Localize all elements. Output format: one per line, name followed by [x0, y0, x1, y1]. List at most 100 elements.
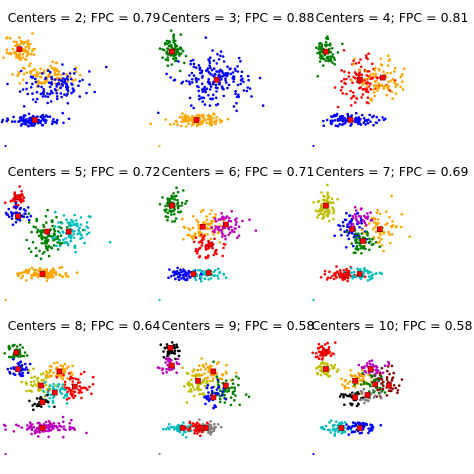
panel-2-cluster-2-point	[195, 80, 198, 84]
panel-2-cluster-2-point	[192, 106, 195, 110]
panel-5-cluster-3-point	[210, 226, 213, 229]
panel-9-cluster-4-point	[357, 372, 360, 375]
panel-7-cluster-5-point	[63, 383, 67, 386]
panel-1-cluster-3-point	[66, 78, 70, 81]
panel-1-cluster-2-point	[18, 36, 21, 39]
panel-5-plot	[158, 186, 258, 302]
panel-6-cluster-3-point	[388, 216, 391, 219]
panel-8-cluster-6-point	[214, 392, 218, 395]
panel-7-cluster-2-point	[18, 372, 21, 375]
panel-3-cluster-3-point	[393, 70, 396, 73]
panel-7-cluster-3-point	[44, 383, 48, 387]
panel-8-cluster-1-point	[175, 343, 178, 347]
panel-3-cluster-1-point	[324, 44, 328, 48]
panel-1-cluster-3-point	[39, 92, 43, 96]
panel-7-cluster-5-point	[90, 392, 93, 396]
panel-7-cluster-4-point	[55, 361, 59, 364]
panel-4-cluster-3-point	[55, 215, 58, 219]
panel-2-cluster-2-point	[189, 59, 193, 63]
panel-6-center-marker-5	[343, 272, 349, 279]
panel-8-cluster-7-point	[162, 427, 165, 431]
panel-1-cluster-1-point	[41, 81, 45, 84]
panel-9-cluster-6-point	[385, 394, 389, 397]
panel-3-cluster-2-point	[369, 82, 372, 86]
panel-3-cluster-4-point	[341, 122, 345, 126]
panel-8-cluster-5-point	[218, 394, 222, 398]
panel-4-cluster-4-point	[64, 237, 67, 240]
panel-6-cluster-3-point	[378, 212, 382, 216]
panel-6-cluster-1-point	[331, 207, 335, 210]
panel-7-cluster-7-point	[33, 402, 36, 406]
panel-6-cluster-4-point	[358, 235, 362, 239]
panel-1-cluster-3-point	[31, 92, 34, 95]
panel-7-cluster-1-point	[25, 354, 29, 357]
panel-6-cluster-6-point	[335, 265, 338, 268]
panel-5-cluster-1-point	[168, 209, 171, 212]
panel-7-cluster-6-point	[58, 390, 62, 394]
panel-6-cluster-5-point	[366, 217, 369, 220]
panel-3-center-marker-2	[356, 77, 363, 83]
panel-8-cluster-1-point	[166, 354, 169, 358]
panel-7-cluster-6-point	[64, 394, 67, 397]
panel-9-cluster-1-point	[321, 347, 325, 350]
panel-5-cluster-4-point	[198, 255, 201, 259]
panel-5-cluster-2-point	[187, 233, 191, 237]
panel-3-cluster-4-point	[341, 114, 344, 118]
panel-8-cluster-6-point	[217, 385, 221, 389]
panel-9-cluster-6-point	[386, 369, 389, 373]
panel-2-cluster-1-point	[178, 69, 182, 73]
panel-1-cluster-3-point	[50, 75, 53, 79]
panel-8-cluster-6-point	[205, 386, 209, 390]
panel-1-cluster-3-point	[46, 101, 49, 105]
panel-1-cluster-3-point	[88, 83, 91, 86]
panel-3-cluster-2-point	[333, 86, 337, 89]
panel-4-cluster-4-point	[76, 232, 79, 236]
panel-7-cluster-7-point	[37, 403, 41, 407]
panel-9-cluster-6-point	[397, 384, 401, 387]
panel-5-center-marker-5	[190, 271, 197, 277]
panel-4-center-marker-1	[15, 194, 21, 201]
panel-9-cluster-10-point	[368, 429, 371, 433]
panel-2-cluster-3-point	[226, 117, 230, 121]
panel-3-cluster-3-point	[373, 75, 377, 78]
panel-9-cluster-7-point	[356, 391, 360, 394]
panel-7-cluster-5-point	[83, 386, 86, 389]
panel-5-cluster-3-point	[234, 223, 238, 226]
panel-1-cluster-4-point	[27, 124, 30, 128]
panel-1-cluster-3-point	[29, 86, 33, 89]
panel-7-cluster-8-point	[62, 420, 65, 424]
panel-8-cluster-6-point	[210, 389, 214, 393]
panel-3-cluster-3-point	[401, 88, 405, 91]
panel-2-cluster-2-point	[242, 89, 246, 92]
panel-9-cluster-5-point	[362, 380, 366, 384]
panel-3-cluster-3-point	[377, 86, 380, 90]
panel-6-cluster-2-point	[346, 223, 349, 226]
panel-1-cluster-4-point	[23, 122, 26, 126]
panel-7-outlier-point	[4, 452, 7, 456]
panel-1-cluster-1-point	[57, 72, 60, 76]
panel-4-cluster-4-point	[86, 226, 90, 229]
panel-7-cluster-8-point	[52, 422, 56, 425]
panel-9-cluster-9-point	[335, 420, 338, 423]
panel-1-cluster-4-point	[28, 117, 31, 120]
panel-7-cluster-1-point	[7, 344, 11, 348]
panel-6-cluster-2-point	[343, 230, 347, 233]
panel-5-cluster-6-point	[222, 272, 225, 276]
panel-6-cluster-6-point	[333, 274, 337, 277]
panel-2-cluster-2-point	[189, 62, 192, 66]
panel-9-cluster-9-point	[328, 421, 331, 424]
panel-1-cluster-4-point	[25, 118, 28, 121]
panel-7-cluster-8-point	[47, 427, 50, 430]
panel-3-cluster-2-point	[370, 76, 374, 79]
panel-4-cluster-3-point	[65, 226, 69, 229]
panel-8-cluster-7-point	[166, 426, 170, 429]
panel-2-cluster-2-point	[232, 75, 236, 79]
panel-8-title: Centers = 9; FPC = 0.58	[162, 318, 315, 333]
panel-1-cluster-3-point	[55, 97, 59, 101]
panel-7-cluster-8-point	[49, 428, 53, 432]
panel-7-cluster-8-point	[72, 426, 76, 430]
panel-3-cluster-3-point	[361, 83, 364, 86]
panel-1-center-marker-2	[31, 117, 38, 123]
panel-9-cluster-10-point	[359, 423, 362, 426]
panel-3-cluster-4-point	[329, 119, 333, 123]
